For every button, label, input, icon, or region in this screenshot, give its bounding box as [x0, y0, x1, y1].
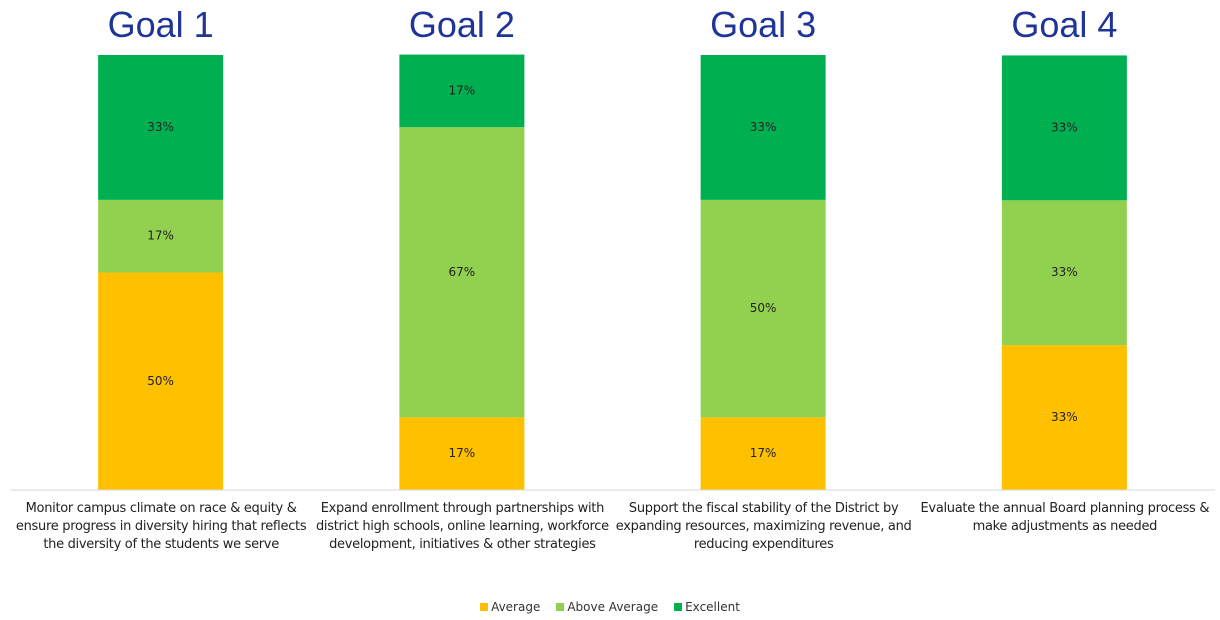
bar-segment [399, 54, 525, 128]
data-label: 33% [1051, 265, 1078, 279]
data-label: 67% [449, 265, 476, 279]
goal-title: Goal 3 [710, 4, 817, 45]
legend-item: Above Average [556, 600, 658, 614]
x-tick-label: Monitor campus climate on race & equity … [15, 501, 307, 552]
data-label: 33% [1051, 410, 1078, 424]
bar-segment [98, 199, 224, 273]
data-label: 50% [750, 301, 777, 315]
data-label: 17% [449, 83, 476, 97]
goal-title: Goal 1 [107, 4, 214, 45]
legend-item: Excellent [674, 600, 740, 614]
x-tick-label: Expand enrollment through partnerships w… [315, 501, 609, 552]
legend-label: Above Average [567, 600, 659, 614]
legend-label: Average [491, 600, 541, 614]
x-tick-label: Support the fiscal stability of the Dist… [615, 501, 912, 552]
bar-segment [700, 417, 826, 490]
bar-segment [700, 55, 826, 200]
legend-swatch [556, 603, 565, 611]
legend-swatch [674, 603, 683, 611]
bar-segment [98, 55, 224, 200]
data-label: 17% [750, 446, 777, 460]
bar-segment [1001, 345, 1127, 490]
bar-segment [399, 417, 525, 490]
legend: Average Above Average Excellent [0, 600, 1220, 614]
data-label: 50% [147, 374, 174, 388]
legend-swatch [480, 603, 489, 611]
data-label: 33% [147, 120, 174, 134]
goal-title: Goal 4 [1011, 4, 1118, 45]
data-label: 33% [750, 120, 777, 134]
legend-label: Excellent [685, 600, 740, 614]
x-tick-label: Evaluate the annual Board planning proce… [920, 501, 1210, 534]
bar-segment [98, 272, 224, 490]
bar-segment [399, 127, 525, 418]
data-label: 17% [449, 446, 476, 460]
data-label: 33% [1051, 120, 1078, 134]
goal-title: Goal 2 [408, 4, 515, 45]
legend-item: Average [480, 600, 540, 614]
bar-segment [1001, 55, 1127, 201]
bar-segment [1001, 200, 1127, 346]
bar-segment [700, 199, 826, 418]
data-label: 17% [147, 229, 174, 243]
